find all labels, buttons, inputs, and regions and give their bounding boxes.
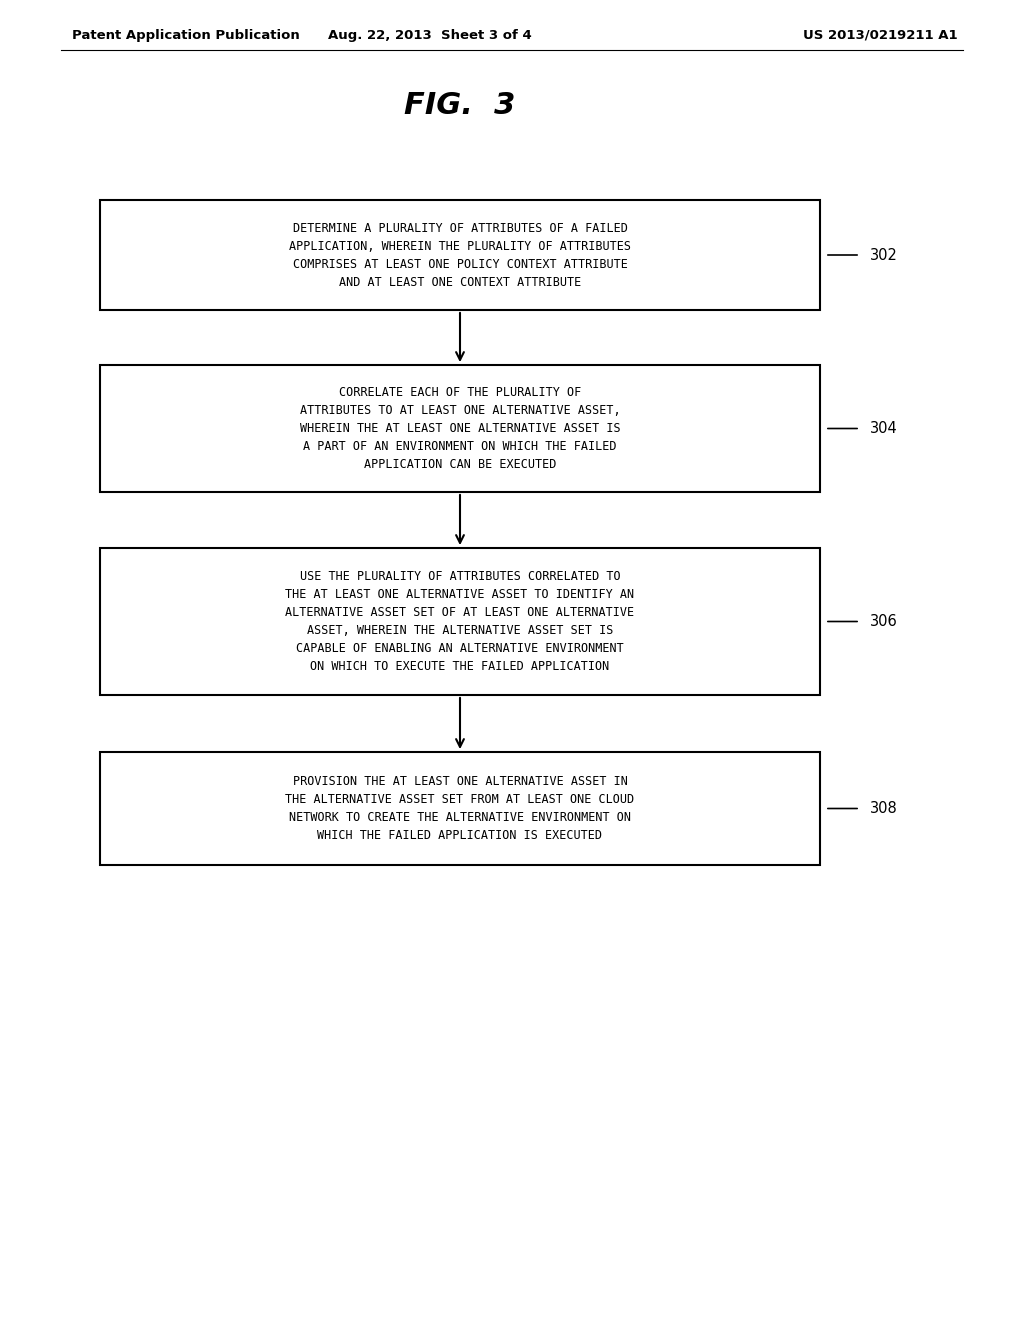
Text: 308: 308 bbox=[870, 801, 898, 816]
FancyBboxPatch shape bbox=[100, 752, 820, 865]
FancyBboxPatch shape bbox=[100, 548, 820, 696]
Text: Patent Application Publication: Patent Application Publication bbox=[72, 29, 300, 41]
Text: 304: 304 bbox=[870, 421, 898, 436]
Text: US 2013/0219211 A1: US 2013/0219211 A1 bbox=[803, 29, 957, 41]
Text: Aug. 22, 2013  Sheet 3 of 4: Aug. 22, 2013 Sheet 3 of 4 bbox=[328, 29, 531, 41]
Text: USE THE PLURALITY OF ATTRIBUTES CORRELATED TO
THE AT LEAST ONE ALTERNATIVE ASSET: USE THE PLURALITY OF ATTRIBUTES CORRELAT… bbox=[286, 570, 635, 673]
FancyBboxPatch shape bbox=[100, 366, 820, 492]
Text: PROVISION THE AT LEAST ONE ALTERNATIVE ASSET IN
THE ALTERNATIVE ASSET SET FROM A: PROVISION THE AT LEAST ONE ALTERNATIVE A… bbox=[286, 775, 635, 842]
Text: 306: 306 bbox=[870, 614, 898, 630]
Text: CORRELATE EACH OF THE PLURALITY OF
ATTRIBUTES TO AT LEAST ONE ALTERNATIVE ASSET,: CORRELATE EACH OF THE PLURALITY OF ATTRI… bbox=[300, 385, 621, 471]
FancyBboxPatch shape bbox=[100, 201, 820, 310]
Text: 302: 302 bbox=[870, 248, 898, 263]
Text: FIG.  3: FIG. 3 bbox=[404, 91, 516, 120]
Text: DETERMINE A PLURALITY OF ATTRIBUTES OF A FAILED
APPLICATION, WHEREIN THE PLURALI: DETERMINE A PLURALITY OF ATTRIBUTES OF A… bbox=[289, 222, 631, 289]
